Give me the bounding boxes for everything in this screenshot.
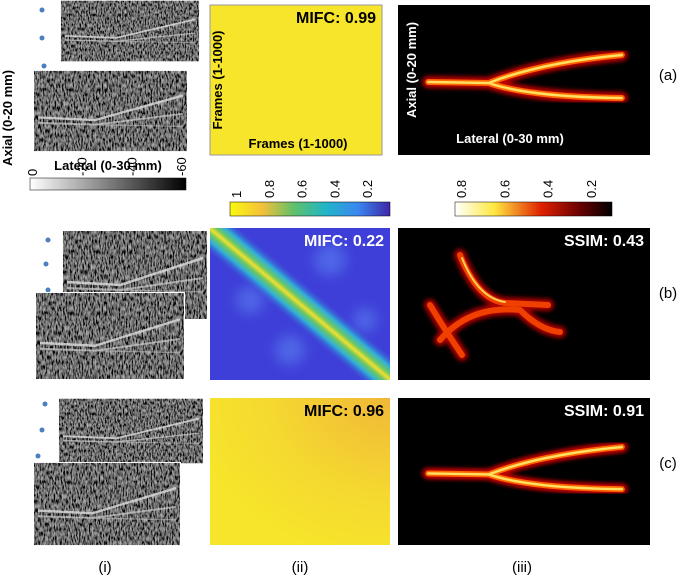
axis-label: Axial (0-20 mm) [404,22,419,118]
score: SSIM: 0.43 [564,233,644,250]
column-label: (i) [98,559,111,576]
vessel-image [398,228,650,380]
row-label: (c) [659,455,677,472]
row-label: (b) [659,285,677,302]
colorbar-tick-label: 0.2 [360,180,375,198]
similarity-matrix [209,4,383,156]
score: SSIM: 0.91 [564,403,644,420]
axis-label: Axial (0-20 mm) [0,70,15,166]
colorbar [229,201,391,217]
axis-label: Frames (1-1000) [249,136,348,151]
column-label: (iii) [512,559,532,576]
row-label: (a) [659,67,677,84]
colorbar-tick-label: 0.6 [295,180,310,198]
colorbar-tick-label: 0.8 [454,180,469,198]
colorbar [29,177,187,191]
axis-label: Lateral (0-30 mm) [54,158,162,173]
bmode-stack [35,230,208,380]
colorbar-tick-label: -20 [75,157,90,176]
score: MIFC: 0.99 [296,10,376,27]
colorbar-tick-label: 0.6 [497,180,512,198]
colorbar-tick-label: 1 [229,191,244,198]
axis-label: Frames (1-1000) [210,31,225,130]
score: MIFC: 0.96 [304,403,384,420]
vessel-image [398,398,650,545]
colorbar-tick-label: 0.4 [327,180,342,198]
column-label: (ii) [292,559,309,576]
score: MIFC: 0.22 [304,233,384,250]
colorbar-tick-label: 0.2 [584,180,599,198]
axis-label: Lateral (0-30 mm) [456,131,564,146]
colorbar-tick-label: 0.8 [262,180,277,198]
colorbar-tick-label: -60 [174,157,189,176]
colorbar-tick-label: 0.4 [541,180,556,198]
bmode-stack [33,398,204,546]
colorbar-tick-label: -40 [124,157,139,176]
colorbar [454,201,613,217]
similarity-matrix [210,398,390,545]
similarity-matrix [210,228,390,380]
colorbar-tick-label: 0 [25,169,40,176]
bmode-stack [33,0,200,152]
